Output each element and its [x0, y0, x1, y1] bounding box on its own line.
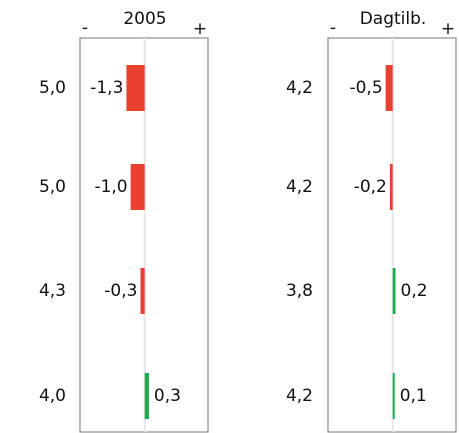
plus-label: + — [193, 19, 207, 39]
bar — [126, 65, 145, 111]
reference-label: 3,8 — [286, 281, 313, 301]
bar — [385, 65, 393, 111]
minus-label: - — [330, 18, 336, 38]
reference-label: 4,2 — [286, 177, 313, 197]
value-label: -0,2 — [354, 177, 387, 197]
bar — [392, 373, 395, 419]
value-label: 0,2 — [401, 281, 428, 301]
bar — [392, 268, 396, 314]
reference-label: 5,0 — [39, 177, 66, 197]
plus-label: + — [441, 19, 455, 39]
minus-label: - — [82, 18, 88, 38]
value-label: -1,0 — [94, 177, 127, 197]
value-label: -0,3 — [104, 281, 137, 301]
bar — [389, 164, 393, 210]
reference-label: 4,3 — [39, 281, 66, 301]
panel-title: Dagtilb. — [360, 9, 427, 29]
bar — [144, 373, 149, 419]
value-label: 0,1 — [400, 386, 427, 406]
reference-label: 4,0 — [39, 386, 66, 406]
panel-title: 2005 — [123, 9, 166, 29]
reference-label: 4,2 — [286, 78, 313, 98]
bar — [130, 164, 145, 210]
reference-label: 4,2 — [286, 386, 313, 406]
reference-label: 5,0 — [39, 78, 66, 98]
value-label: -1,3 — [90, 78, 123, 98]
bar — [140, 268, 145, 314]
value-label: -0,5 — [349, 78, 382, 98]
value-label: 0,3 — [154, 386, 181, 406]
